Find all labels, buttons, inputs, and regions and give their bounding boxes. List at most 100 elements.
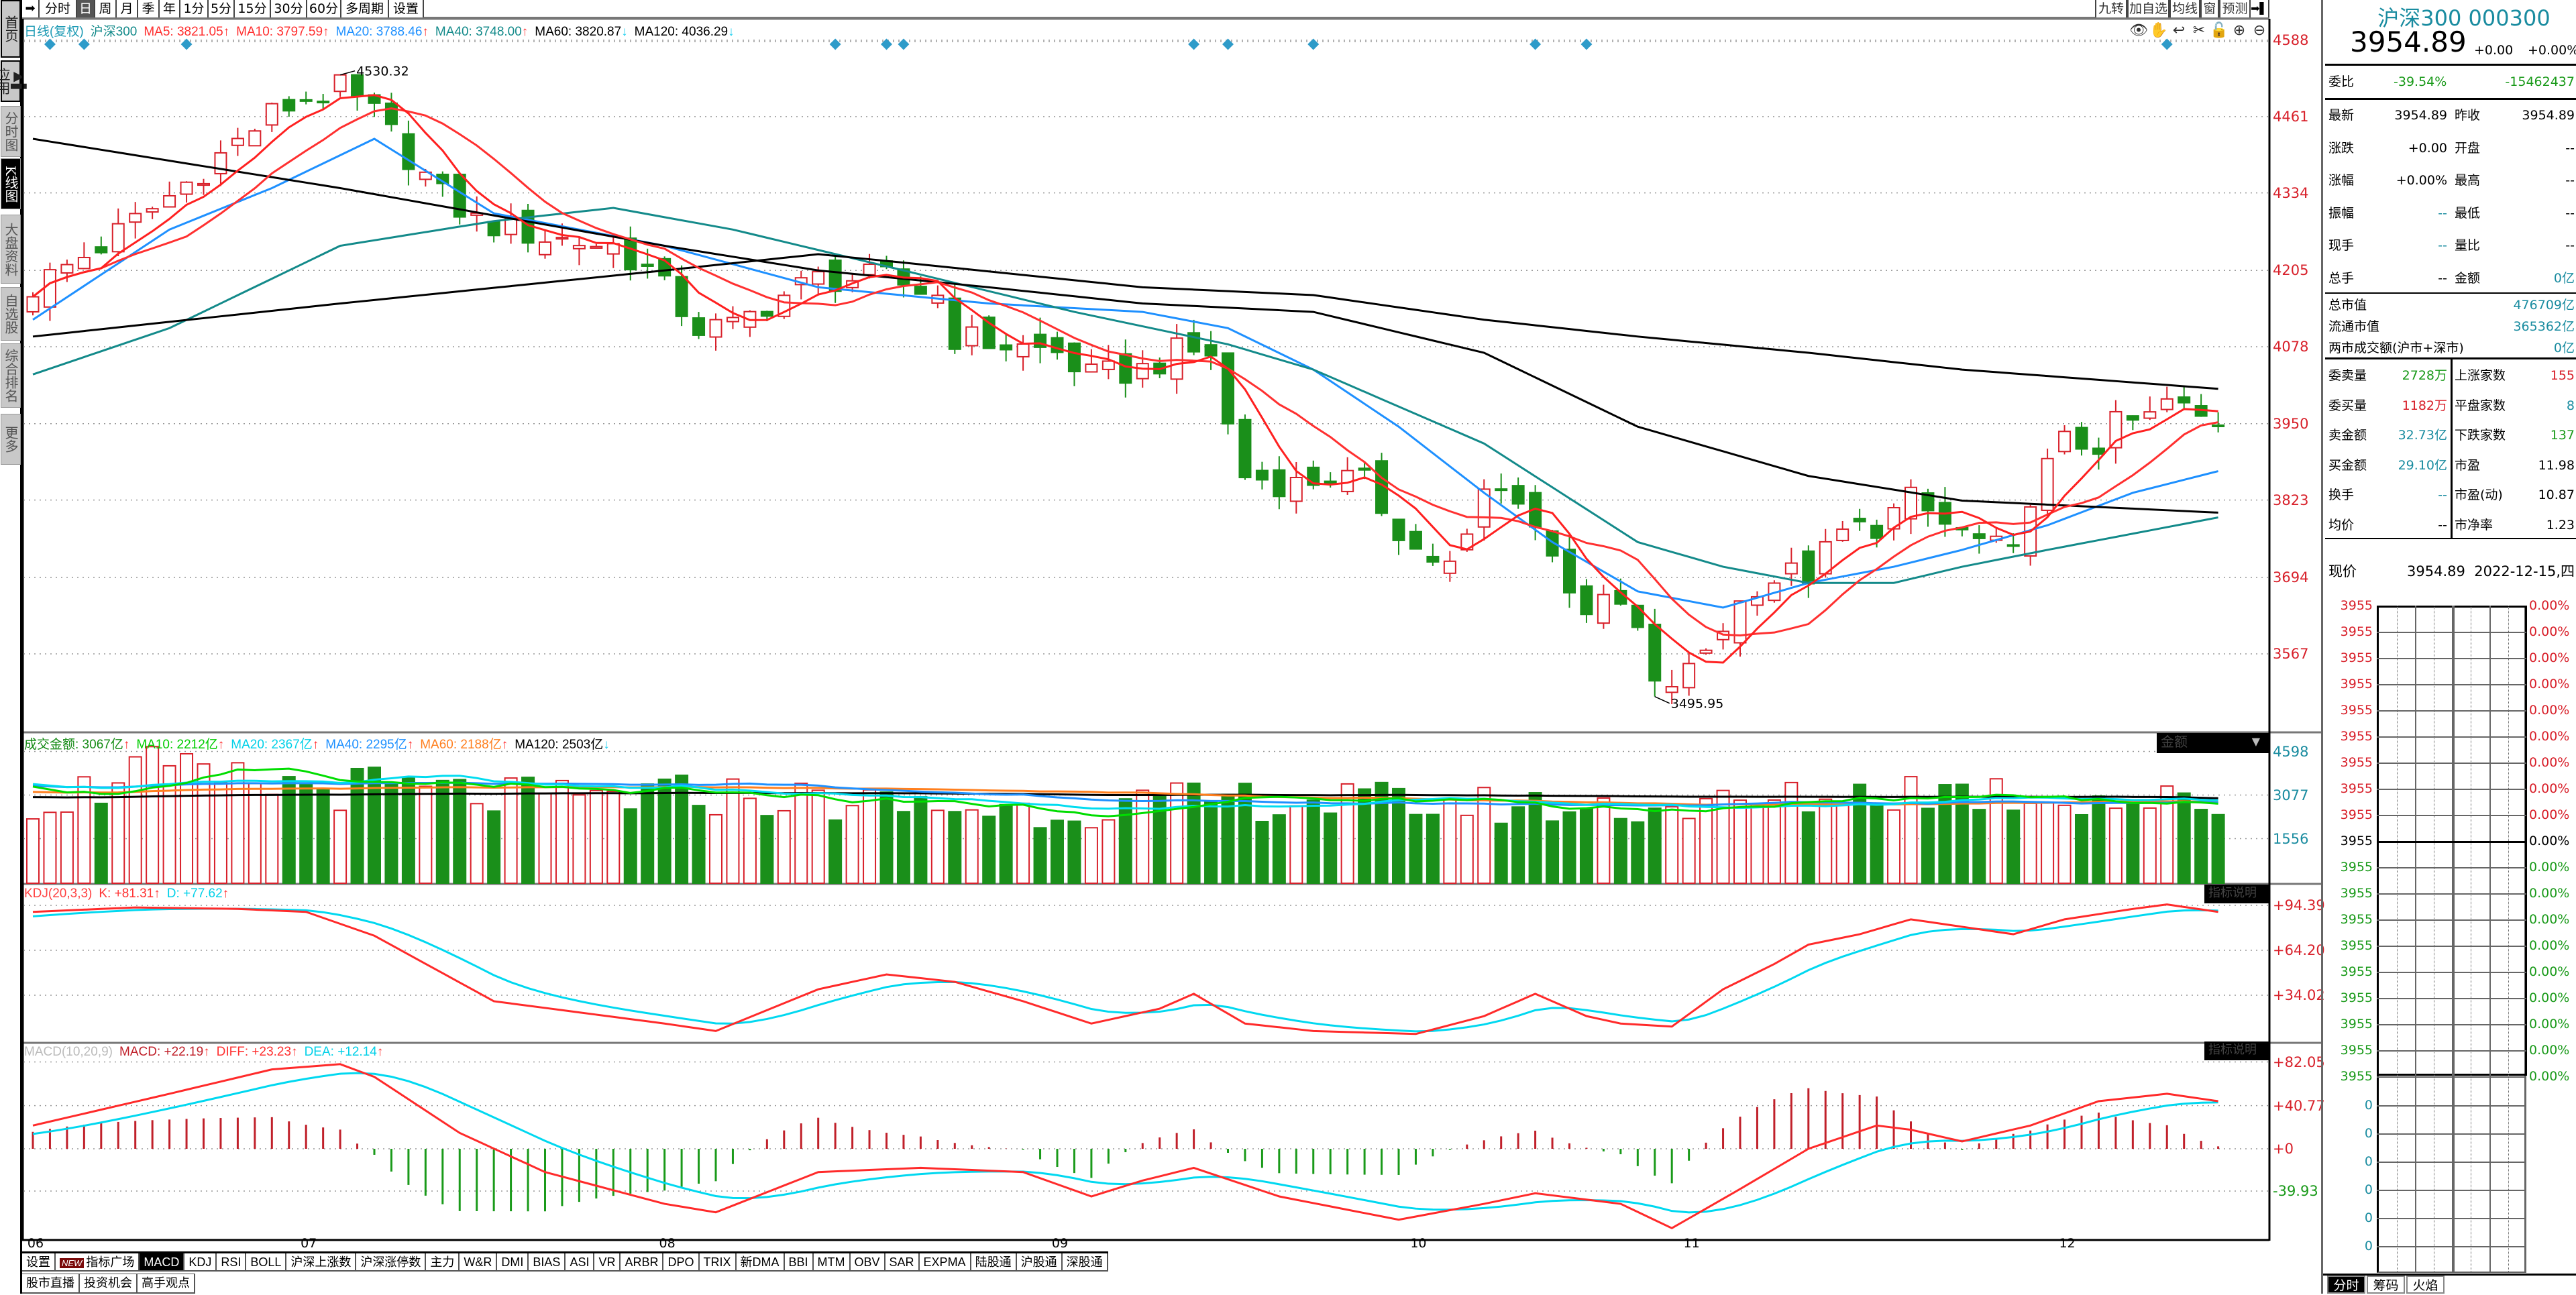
toolbar-button-0[interactable]: 九转 (2095, 0, 2127, 17)
tab-label: W&R (464, 1255, 492, 1269)
indicator-tab-4[interactable]: RSI (217, 1253, 247, 1272)
indicator-tab-16[interactable]: TRIX (699, 1253, 737, 1272)
indicator-tab-6[interactable]: 沪深上涨数 (286, 1253, 357, 1272)
period-tab-9[interactable]: 30分 (271, 0, 307, 17)
indicator-tab-13[interactable]: VR (594, 1253, 621, 1272)
period-tab-10[interactable]: 60分 (307, 0, 341, 17)
legend-text: MA20: 3788.46 (335, 25, 423, 39)
volume-bar-up (43, 811, 57, 885)
arrow-right-icon[interactable]: ➡ (22, 0, 40, 17)
kdj-indicator-help-button[interactable]: 指标说明 (2204, 885, 2270, 903)
indicator-tab-15[interactable]: DPO (663, 1253, 700, 1272)
indicator-tab-24[interactable]: 沪股通 (1016, 1253, 1063, 1272)
period-tab-12[interactable]: 设置 (389, 0, 424, 17)
period-tab-3[interactable]: 月 (117, 0, 138, 17)
sidebar-item-5[interactable]: 自选股 (1, 287, 21, 341)
price-axis-label: 4078 (2273, 339, 2309, 355)
indicator-tab-23[interactable]: 陆股通 (971, 1253, 1017, 1272)
indicator-tab-7[interactable]: 沪深涨停数 (356, 1253, 427, 1272)
indicator-tab-12[interactable]: ASI (566, 1253, 595, 1272)
tick-volume: 0 (2364, 1182, 2373, 1197)
period-tab-11[interactable]: 多周期 (341, 0, 389, 17)
sidebar-item-0[interactable]: 首页 (1, 0, 21, 58)
indicator-tab-11[interactable]: BIAS (529, 1253, 566, 1272)
zoom-out-icon[interactable]: ⊖ (2253, 22, 2266, 39)
undo-icon[interactable]: ↩ (2172, 22, 2186, 39)
sidebar-item-6[interactable]: 综合排名 (1, 343, 21, 408)
period-tab-4[interactable]: 季 (138, 0, 160, 17)
sidebar-item-3[interactable]: K线图 (1, 158, 21, 209)
info-tab-0[interactable]: 股市直播 (22, 1274, 80, 1294)
indicator-tab-18[interactable]: BBI (784, 1253, 814, 1272)
candle-up (2041, 457, 2054, 511)
macd_header-item-3: DEA: +12.14↑ (305, 1045, 384, 1059)
volume-bar-down (623, 808, 637, 884)
indicator-tab-14[interactable]: ARBR (621, 1253, 664, 1272)
tick-pct: 0.00% (2529, 755, 2570, 770)
period-tab-5[interactable]: 年 (160, 0, 180, 17)
toolbar-button-1[interactable]: 加自选 (2127, 0, 2169, 17)
collapse-panel-icon[interactable]: ➡▌ (2251, 0, 2269, 17)
indicator-tab-8[interactable]: 主力 (426, 1253, 460, 1272)
kdj-k-line (32, 903, 2218, 1035)
volume-bar-up (1016, 802, 1030, 884)
macd-indicator-help-button[interactable]: 指标说明 (2204, 1041, 2270, 1060)
order-label: 委买量 (2328, 398, 2367, 413)
toolbar-button-2[interactable]: 均线 (2169, 0, 2200, 17)
candle-down (624, 237, 637, 271)
kdj_header-item-1: K: +81.31↑ (99, 887, 160, 901)
sidebar-item-4[interactable]: 大盘资料 (1, 215, 21, 284)
indicator-tab-1[interactable]: NEW 指标广场 (56, 1253, 140, 1272)
indicator-tab-2[interactable]: MACD (140, 1253, 185, 1272)
indicator-tab-20[interactable]: OBV (850, 1253, 885, 1272)
indicator-tab-0[interactable]: 设置 (22, 1253, 56, 1272)
candle-up (709, 319, 722, 338)
panel-tab-0[interactable]: 分时 (2327, 1276, 2365, 1294)
period-tab-7[interactable]: 5分 (209, 0, 235, 17)
toolbar-button-3[interactable]: 窗 (2200, 0, 2219, 17)
volume-bar-up (1699, 797, 1713, 884)
indicator-tab-9[interactable]: W&R (460, 1253, 498, 1272)
volume-bar-down (384, 783, 398, 885)
indicator-tab-21[interactable]: SAR (885, 1253, 920, 1272)
toolbar-button-4[interactable]: 预测 (2219, 0, 2251, 17)
info-tab-2[interactable]: 高手观点 (138, 1274, 195, 1294)
period-tab-2[interactable]: 周 (95, 0, 117, 17)
price-change-pct: +0.00% (2528, 43, 2576, 58)
volume-bar-up (965, 809, 979, 884)
info-tab-1[interactable]: 投资机会 (80, 1274, 138, 1294)
stat-value: -- (2565, 238, 2575, 253)
period-tab-0[interactable]: 分时 (40, 0, 77, 17)
lock-icon[interactable]: 🔓 (2210, 22, 2229, 39)
weibi-diff: -15462437 (2505, 74, 2575, 89)
order-label: 市净率 (2455, 517, 2493, 532)
indicator-tab-19[interactable]: MTM (813, 1253, 851, 1272)
indicator-tab-25[interactable]: 深股通 (1062, 1253, 1108, 1272)
indicator-tab-3[interactable]: KDJ (184, 1253, 217, 1272)
sidebar-item-2[interactable]: 分时图 (1, 106, 21, 157)
kdj-d-line (32, 907, 2218, 1033)
period-tab-1[interactable]: 日 (77, 0, 95, 17)
eye-icon[interactable]: 👁 (2129, 22, 2148, 39)
scissors-icon[interactable]: ✂ (2192, 22, 2206, 39)
kdj-axis-label: +94.39 (2273, 897, 2325, 913)
period-tab-6[interactable]: 1分 (180, 0, 209, 17)
sidebar-item-7[interactable]: 更多 (1, 414, 21, 465)
panel-tab-2[interactable]: 火焰 (2406, 1276, 2445, 1294)
indicator-tab-22[interactable]: EXPMA (919, 1253, 971, 1272)
indicator-tab-10[interactable]: DMI (497, 1253, 529, 1272)
period-tab-8[interactable]: 15分 (235, 0, 271, 17)
hand-icon[interactable]: ✋ (2149, 22, 2168, 39)
zoom-in-icon[interactable]: ⊕ (2233, 22, 2246, 39)
volume-type-dropdown[interactable]: 金额 ▼ (2157, 733, 2269, 753)
kdj-axis-label: +64.20 (2273, 942, 2325, 959)
tick-grid-hline (2377, 1246, 2526, 1247)
volume-bar-down (453, 779, 467, 885)
indicator-tab-5[interactable]: BOLL (246, 1253, 287, 1272)
indicator-tab-17[interactable]: 新DMA (736, 1253, 785, 1272)
order-label: 上涨家数 (2455, 368, 2506, 383)
legend-text: DEA: +12.14 (304, 1045, 377, 1059)
panel-tab-1[interactable]: 筹码 (2367, 1276, 2405, 1294)
volume-bar-up (248, 783, 262, 884)
